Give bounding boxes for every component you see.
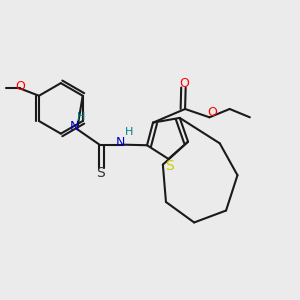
- Text: O: O: [179, 76, 189, 90]
- Text: O: O: [15, 80, 25, 93]
- Text: S: S: [97, 166, 105, 180]
- Text: S: S: [166, 159, 174, 173]
- Text: O: O: [207, 106, 217, 119]
- Text: N: N: [116, 136, 125, 149]
- Text: H: H: [76, 112, 85, 122]
- Text: H: H: [125, 127, 134, 137]
- Text: N: N: [70, 120, 79, 133]
